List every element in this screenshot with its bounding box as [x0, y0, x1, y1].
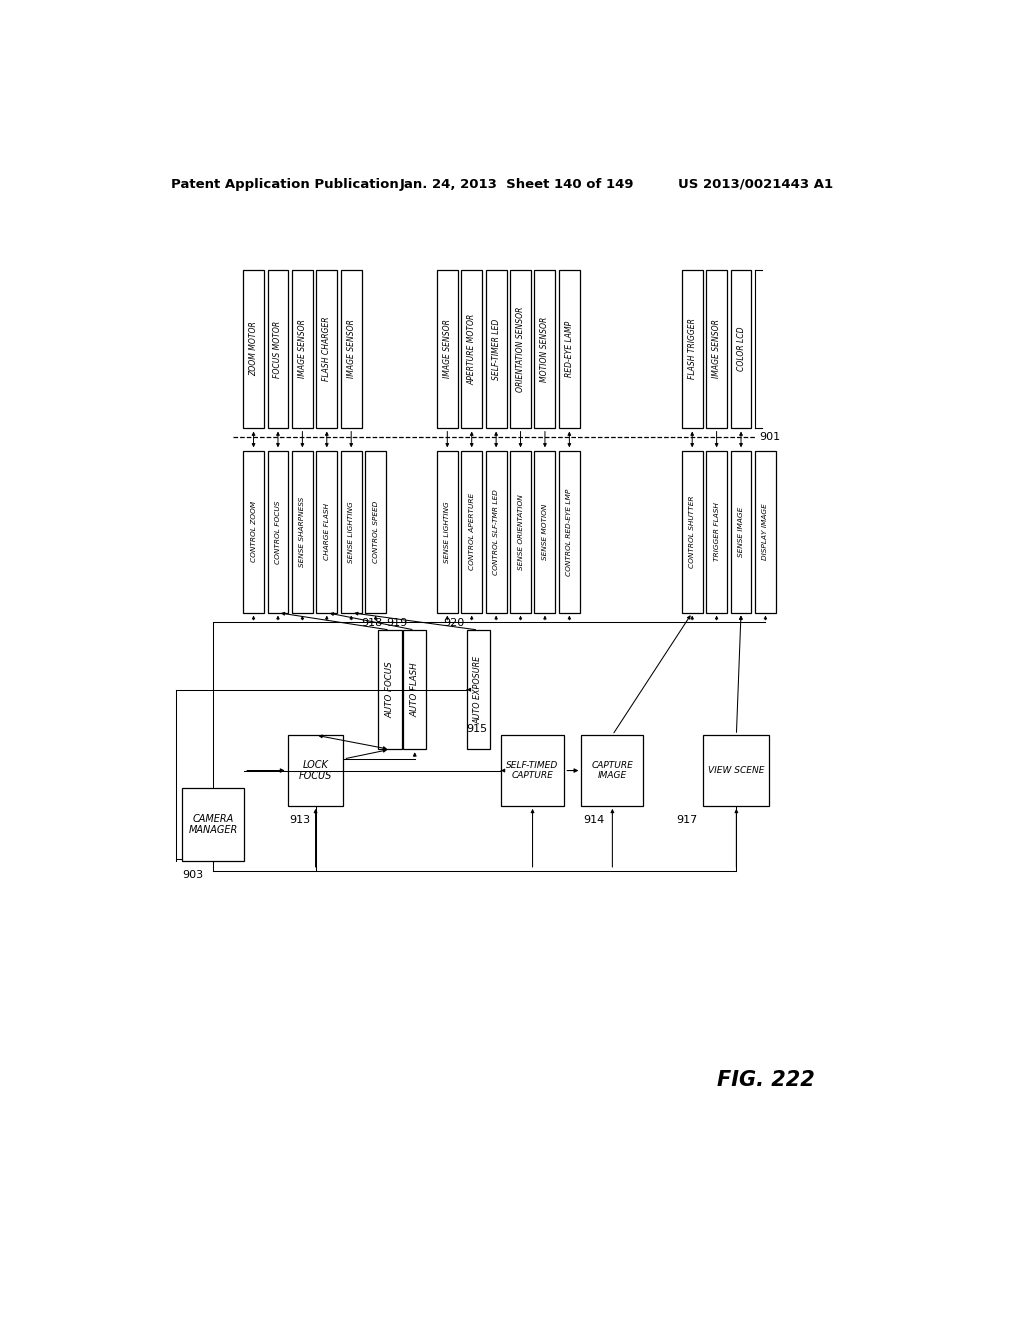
Text: SENSE LIGHTING: SENSE LIGHTING	[444, 502, 451, 562]
Bar	[559, 271, 580, 428]
Text: SENSE ORIENTATION: SENSE ORIENTATION	[517, 494, 523, 570]
Text: CONTROL SHUTTER: CONTROL SHUTTER	[689, 495, 695, 568]
Bar	[316, 271, 337, 428]
Bar	[437, 271, 458, 428]
Bar	[730, 451, 752, 612]
Bar	[292, 271, 313, 428]
Bar	[559, 451, 580, 612]
Bar	[437, 451, 458, 612]
Text: COLOR LCD: COLOR LCD	[736, 327, 745, 371]
Text: 915: 915	[466, 723, 487, 734]
Text: 920: 920	[443, 619, 465, 628]
Bar	[267, 451, 289, 612]
Bar	[582, 735, 643, 807]
Bar	[682, 271, 702, 428]
Bar	[535, 451, 555, 612]
Text: SELF-TIMER LED: SELF-TIMER LED	[492, 318, 501, 380]
Text: TRIGGER FLASH: TRIGGER FLASH	[714, 503, 720, 561]
Text: SELF-TIMED
CAPTURE: SELF-TIMED CAPTURE	[507, 760, 559, 780]
Text: IMAGE SENSOR: IMAGE SENSOR	[442, 319, 452, 379]
Text: CONTROL SPEED: CONTROL SPEED	[373, 500, 379, 562]
Bar	[341, 271, 361, 428]
Text: CONTROL RED-EYE LMP: CONTROL RED-EYE LMP	[566, 488, 572, 576]
Bar	[501, 735, 564, 807]
Text: MOTION SENSOR: MOTION SENSOR	[541, 317, 550, 381]
Text: CAPTURE
IMAGE: CAPTURE IMAGE	[592, 760, 633, 780]
Bar	[403, 630, 426, 750]
Text: SENSE IMAGE: SENSE IMAGE	[738, 507, 744, 557]
Text: 919: 919	[386, 619, 408, 628]
Text: RED-EYE LAMP: RED-EYE LAMP	[565, 321, 573, 378]
Text: 903: 903	[182, 870, 204, 880]
Bar	[510, 271, 531, 428]
Text: AUTO EXPOSURE: AUTO EXPOSURE	[474, 656, 482, 723]
Bar	[755, 451, 776, 612]
Text: Jan. 24, 2013  Sheet 140 of 149: Jan. 24, 2013 Sheet 140 of 149	[399, 178, 634, 190]
Text: ORIENTATION SENSOR: ORIENTATION SENSOR	[516, 306, 525, 392]
Text: CONTROL FOCUS: CONTROL FOCUS	[275, 500, 281, 564]
Text: FLASH CHARGER: FLASH CHARGER	[323, 317, 332, 381]
Text: IMAGE SENSOR: IMAGE SENSOR	[712, 319, 721, 379]
Bar	[243, 271, 264, 428]
Text: CHARGE FLASH: CHARGE FLASH	[324, 503, 330, 561]
Text: FIG. 222: FIG. 222	[717, 1071, 815, 1090]
Text: LOCK
FOCUS: LOCK FOCUS	[299, 760, 332, 781]
Bar	[510, 451, 531, 612]
Bar	[378, 630, 401, 750]
Bar	[535, 271, 555, 428]
Text: SENSE SHARPNESS: SENSE SHARPNESS	[299, 496, 305, 568]
Text: CONTROL SLF-TMR LED: CONTROL SLF-TMR LED	[494, 488, 499, 574]
Bar	[461, 451, 482, 612]
Bar	[243, 451, 264, 612]
Bar	[707, 451, 727, 612]
Bar	[316, 451, 337, 612]
Text: 914: 914	[583, 816, 604, 825]
Bar	[341, 451, 361, 612]
Text: FOCUS MOTOR: FOCUS MOTOR	[273, 321, 283, 378]
Bar	[730, 271, 752, 428]
Bar	[288, 735, 343, 807]
Text: CONTROL ZOOM: CONTROL ZOOM	[251, 502, 257, 562]
Text: CONTROL APERTURE: CONTROL APERTURE	[469, 494, 475, 570]
Text: SENSE LIGHTING: SENSE LIGHTING	[348, 502, 354, 562]
Text: 917: 917	[676, 816, 697, 825]
Text: VIEW SCENE: VIEW SCENE	[709, 766, 765, 775]
Text: ZOOM MOTOR: ZOOM MOTOR	[249, 322, 258, 376]
Bar	[485, 271, 507, 428]
Text: Patent Application Publication: Patent Application Publication	[171, 178, 398, 190]
Bar	[682, 451, 702, 612]
Text: US 2013/0021443 A1: US 2013/0021443 A1	[678, 178, 834, 190]
Text: CAMERA
MANAGER: CAMERA MANAGER	[188, 813, 238, 836]
Text: DISPLAY IMAGE: DISPLAY IMAGE	[763, 503, 768, 560]
Text: SENSE MOTION: SENSE MOTION	[542, 504, 548, 560]
Text: AUTO FOCUS: AUTO FOCUS	[385, 661, 394, 718]
Text: IMAGE SENSOR: IMAGE SENSOR	[298, 319, 307, 379]
Bar	[703, 735, 769, 807]
Text: 913: 913	[289, 816, 310, 825]
Bar	[707, 271, 727, 428]
Bar	[267, 271, 289, 428]
Text: 901: 901	[759, 432, 780, 442]
Bar	[467, 630, 489, 750]
Bar	[366, 451, 386, 612]
Bar	[485, 451, 507, 612]
Text: AUTO FLASH: AUTO FLASH	[411, 663, 419, 717]
Text: 918: 918	[361, 619, 383, 628]
Bar	[461, 271, 482, 428]
Bar	[182, 788, 245, 861]
Text: FLASH TRIGGER: FLASH TRIGGER	[688, 318, 696, 379]
Text: IMAGE SENSOR: IMAGE SENSOR	[347, 319, 355, 379]
Bar	[292, 451, 313, 612]
Text: APERTURE MOTOR: APERTURE MOTOR	[467, 313, 476, 384]
